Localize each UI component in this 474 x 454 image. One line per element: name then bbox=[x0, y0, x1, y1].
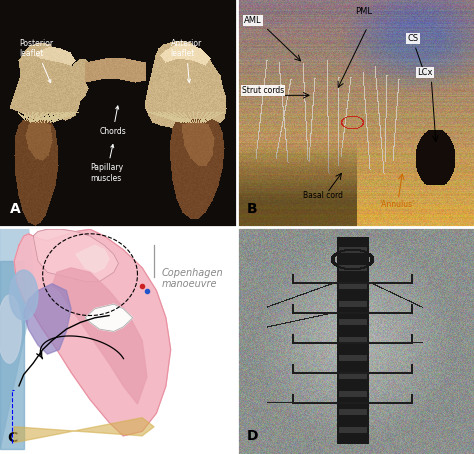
Text: LCx: LCx bbox=[417, 68, 433, 77]
Polygon shape bbox=[76, 245, 109, 272]
Text: AML: AML bbox=[244, 16, 262, 25]
Ellipse shape bbox=[9, 270, 38, 320]
Ellipse shape bbox=[0, 295, 21, 363]
Text: Chords: Chords bbox=[100, 106, 126, 136]
Polygon shape bbox=[0, 227, 33, 449]
Polygon shape bbox=[14, 229, 171, 436]
Polygon shape bbox=[52, 268, 147, 404]
Text: B: B bbox=[246, 202, 257, 216]
Text: A: A bbox=[9, 202, 20, 216]
Polygon shape bbox=[24, 284, 71, 354]
Polygon shape bbox=[14, 418, 154, 443]
Text: Copenhagen
manoeuvre: Copenhagen manoeuvre bbox=[161, 268, 223, 290]
Text: C: C bbox=[7, 431, 18, 445]
Text: CS: CS bbox=[408, 34, 419, 43]
Text: Anterior
leaflet: Anterior leaflet bbox=[171, 39, 202, 83]
Text: PML: PML bbox=[356, 7, 373, 16]
Polygon shape bbox=[33, 229, 118, 281]
Text: D: D bbox=[246, 429, 258, 443]
Text: Papillary
muscles: Papillary muscles bbox=[90, 144, 123, 183]
Text: Strut cords: Strut cords bbox=[242, 86, 284, 95]
Text: 'Annulus': 'Annulus' bbox=[379, 200, 414, 209]
Text: Posterior
leaflet: Posterior leaflet bbox=[19, 39, 53, 83]
Polygon shape bbox=[85, 304, 133, 331]
Text: Basal cord: Basal cord bbox=[303, 191, 343, 200]
Polygon shape bbox=[0, 261, 24, 449]
